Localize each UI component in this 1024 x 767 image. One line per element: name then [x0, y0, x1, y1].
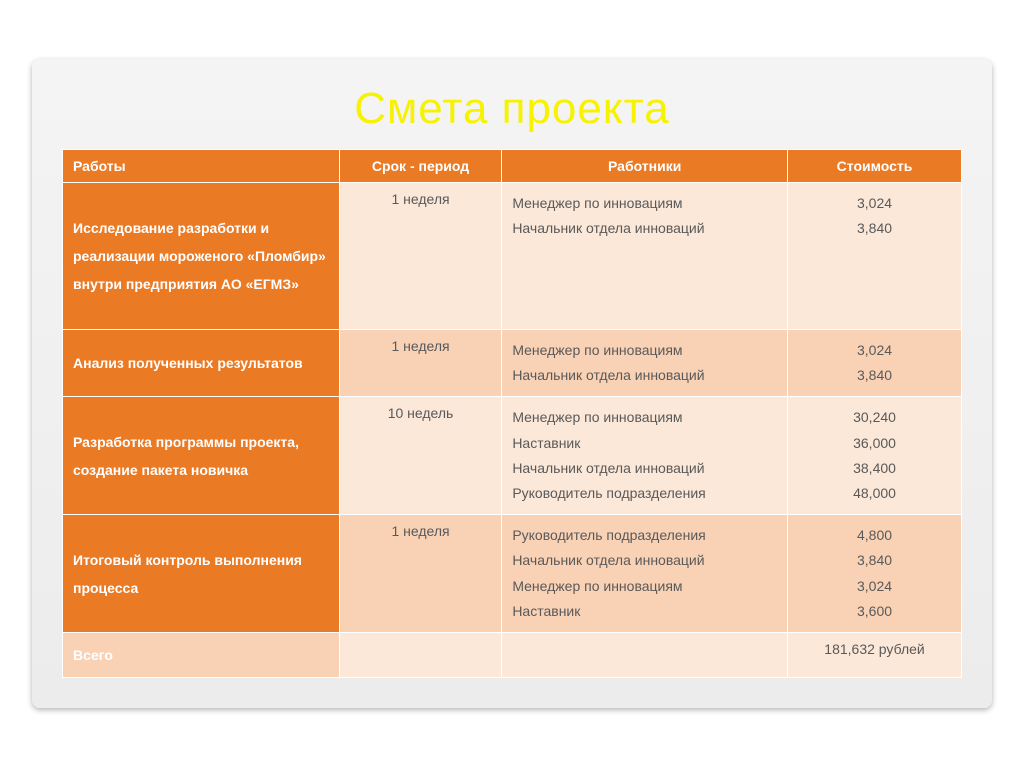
worker-line: Менеджер по инновациям	[512, 574, 777, 599]
col-header-period: Срок - период	[339, 150, 502, 183]
cost-line: 36,000	[798, 431, 951, 456]
cell-work: Анализ полученных результатов	[63, 330, 340, 397]
budget-table: Работы Срок - период Работники Стоимость…	[62, 149, 962, 678]
col-header-work: Работы	[63, 150, 340, 183]
total-workers	[502, 632, 788, 677]
cell-cost: 3,0243,840	[788, 330, 962, 397]
cell-work: Итоговый контроль выполнения процесса	[63, 515, 340, 633]
worker-line: Начальник отдела инноваций	[512, 363, 777, 388]
worker-line: Менеджер по инновациям	[512, 338, 777, 363]
cell-cost: 4,8003,8403,0243,600	[788, 515, 962, 633]
worker-line: Наставник	[512, 431, 777, 456]
col-header-cost: Стоимость	[788, 150, 962, 183]
cost-line: 3,840	[798, 363, 951, 388]
worker-line: Руководитель подразделения	[512, 481, 777, 506]
worker-line: Руководитель подразделения	[512, 523, 777, 548]
worker-line: Начальник отдела инноваций	[512, 216, 777, 241]
worker-line: Наставник	[512, 599, 777, 624]
total-period	[339, 632, 502, 677]
cell-workers: Менеджер по инновациямНачальник отдела и…	[502, 330, 788, 397]
total-row: Всего 181,632 рублей	[63, 632, 962, 677]
cost-line: 3,600	[798, 599, 951, 624]
table-row: Итоговый контроль выполнения процесса1 н…	[63, 515, 962, 633]
header-row: Работы Срок - период Работники Стоимость	[63, 150, 962, 183]
cost-line: 4,800	[798, 523, 951, 548]
cell-period: 10 недель	[339, 397, 502, 515]
cell-workers: Руководитель подразделенияНачальник отде…	[502, 515, 788, 633]
cost-line: 3,840	[798, 548, 951, 573]
cell-period: 1 неделя	[339, 330, 502, 397]
cell-work: Разработка программы проекта, создание п…	[63, 397, 340, 515]
cell-cost: 3,0243,840	[788, 183, 962, 330]
worker-line: Начальник отдела инноваций	[512, 548, 777, 573]
cost-line: 48,000	[798, 481, 951, 506]
table-row: Исследование разработки и реализации мор…	[63, 183, 962, 330]
cost-line: 3,024	[798, 191, 951, 216]
cell-workers: Менеджер по инновациямНачальник отдела и…	[502, 183, 788, 330]
worker-line: Менеджер по инновациям	[512, 191, 777, 216]
slide-container: Смета проекта Работы Срок - период Работ…	[32, 59, 992, 708]
worker-line: Менеджер по инновациям	[512, 405, 777, 430]
cost-line: 3,024	[798, 574, 951, 599]
table-row: Разработка программы проекта, создание п…	[63, 397, 962, 515]
cost-line: 3,840	[798, 216, 951, 241]
worker-line: Начальник отдела инноваций	[512, 456, 777, 481]
cost-line: 3,024	[798, 338, 951, 363]
cost-line: 30,240	[798, 405, 951, 430]
cell-cost: 30,24036,00038,40048,000	[788, 397, 962, 515]
cell-period: 1 неделя	[339, 183, 502, 330]
col-header-workers: Работники	[502, 150, 788, 183]
cell-work: Исследование разработки и реализации мор…	[63, 183, 340, 330]
cell-workers: Менеджер по инновациямНаставникНачальник…	[502, 397, 788, 515]
table-row: Анализ полученных результатов1 неделяМен…	[63, 330, 962, 397]
total-label: Всего	[63, 632, 340, 677]
total-value: 181,632 рублей	[788, 632, 962, 677]
cell-period: 1 неделя	[339, 515, 502, 633]
cost-line: 38,400	[798, 456, 951, 481]
page-title: Смета проекта	[62, 84, 962, 134]
